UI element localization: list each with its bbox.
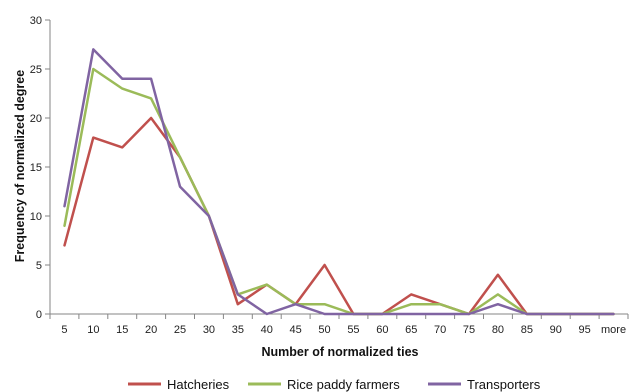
series-line-rice-paddy-farmers bbox=[63, 67, 615, 316]
y-tick-label: 20 bbox=[30, 113, 42, 125]
x-tick-label: 10 bbox=[87, 324, 99, 336]
y-tick-label: 30 bbox=[30, 15, 42, 27]
legend-label: Transporters bbox=[467, 377, 541, 392]
y-axis-ticks: 0 5 10 15 20 25 30 bbox=[30, 15, 50, 321]
x-tick-label: 80 bbox=[492, 324, 504, 336]
x-tick-label: 75 bbox=[463, 324, 475, 336]
x-axis-title: Number of normalized ties bbox=[262, 345, 419, 359]
x-tick-label: 40 bbox=[261, 324, 273, 336]
y-tick-label: 15 bbox=[30, 162, 42, 174]
x-tick-label: 25 bbox=[174, 324, 186, 336]
legend-label: Hatcheries bbox=[167, 377, 230, 392]
x-tick-label: 30 bbox=[203, 324, 215, 336]
x-tick-label: more bbox=[601, 324, 626, 336]
y-tick-label: 0 bbox=[36, 309, 42, 321]
series-lines bbox=[63, 48, 615, 316]
y-tick-label: 25 bbox=[30, 64, 42, 76]
x-tick-label: 85 bbox=[521, 324, 533, 336]
series-line-transporters bbox=[63, 48, 615, 316]
legend-label: Rice paddy farmers bbox=[287, 377, 400, 392]
x-tick-label: 50 bbox=[318, 324, 330, 336]
x-tick-label: 55 bbox=[347, 324, 359, 336]
x-tick-label: 5 bbox=[61, 324, 67, 336]
x-tick-label: 70 bbox=[434, 324, 446, 336]
x-tick-label: 35 bbox=[232, 324, 244, 336]
x-tick-label: 20 bbox=[145, 324, 157, 336]
series-line-hatcheries bbox=[63, 116, 615, 316]
x-tick-label: 60 bbox=[376, 324, 388, 336]
x-tick-label: 90 bbox=[550, 324, 562, 336]
x-tick-label: 65 bbox=[405, 324, 417, 336]
y-tick-label: 10 bbox=[30, 211, 42, 223]
legend: Hatcheries Rice paddy farmers Transporters bbox=[128, 377, 541, 392]
x-tick-label: 45 bbox=[290, 324, 302, 336]
x-axis-ticks: 5 10 15 20 25 30 35 40 45 50 55 60 65 70 75 80 85 90 95 mor… bbox=[49, 314, 629, 336]
y-tick-label: 5 bbox=[36, 260, 42, 272]
x-tick-label: 95 bbox=[579, 324, 591, 336]
x-tick-label: 15 bbox=[116, 324, 128, 336]
y-axis-title: Frequency of normalized degree bbox=[13, 70, 27, 262]
